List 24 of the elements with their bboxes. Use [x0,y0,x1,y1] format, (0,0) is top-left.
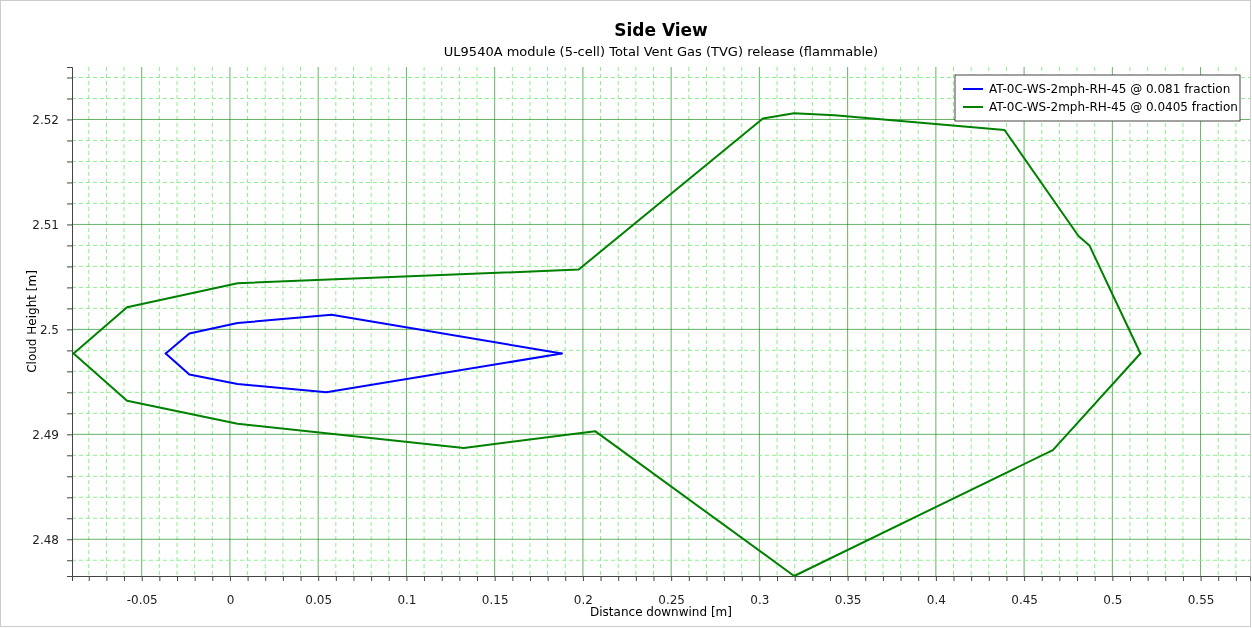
x-axis-title: Distance downwind [m] [590,605,732,619]
legend-label: AT-0C-WS-2mph-RH-45 @ 0.081 fraction [989,82,1231,96]
y-axis-title: Cloud Height [m] [25,270,39,373]
chart-subtitle: UL9540A module (5-cell) Total Vent Gas (TVG) release (flammable) [443,44,879,59]
y-tick-label: 2.52 [32,112,59,127]
x-tick-label: 0 [226,592,235,607]
x-tick-label: 0.35 [834,592,862,607]
x-tick-label: -0.05 [126,592,158,607]
chart-title: Side View [614,20,709,40]
legend-label: AT-0C-WS-2mph-RH-45 @ 0.0405 fraction [989,100,1238,114]
y-tick-label: 2.5 [39,322,59,337]
x-tick-label: 0.5 [1103,592,1123,607]
x-tick-label: 0.1 [397,592,417,607]
y-tick-label: 2.49 [32,427,59,442]
x-tick-label: 0.2 [573,592,593,607]
x-tick-label: 0.3 [750,592,770,607]
y-tick-label: 2.51 [32,217,59,232]
x-tick-label: 0.55 [1187,592,1215,607]
x-tick-label: 0.45 [1011,592,1038,607]
x-tick-label: 0.15 [481,592,509,607]
x-tick-label: 0.05 [305,592,333,607]
x-tick-label: 0.4 [926,592,946,607]
x-tick-label: 0.25 [658,592,686,607]
y-tick-label: 2.48 [32,532,59,547]
